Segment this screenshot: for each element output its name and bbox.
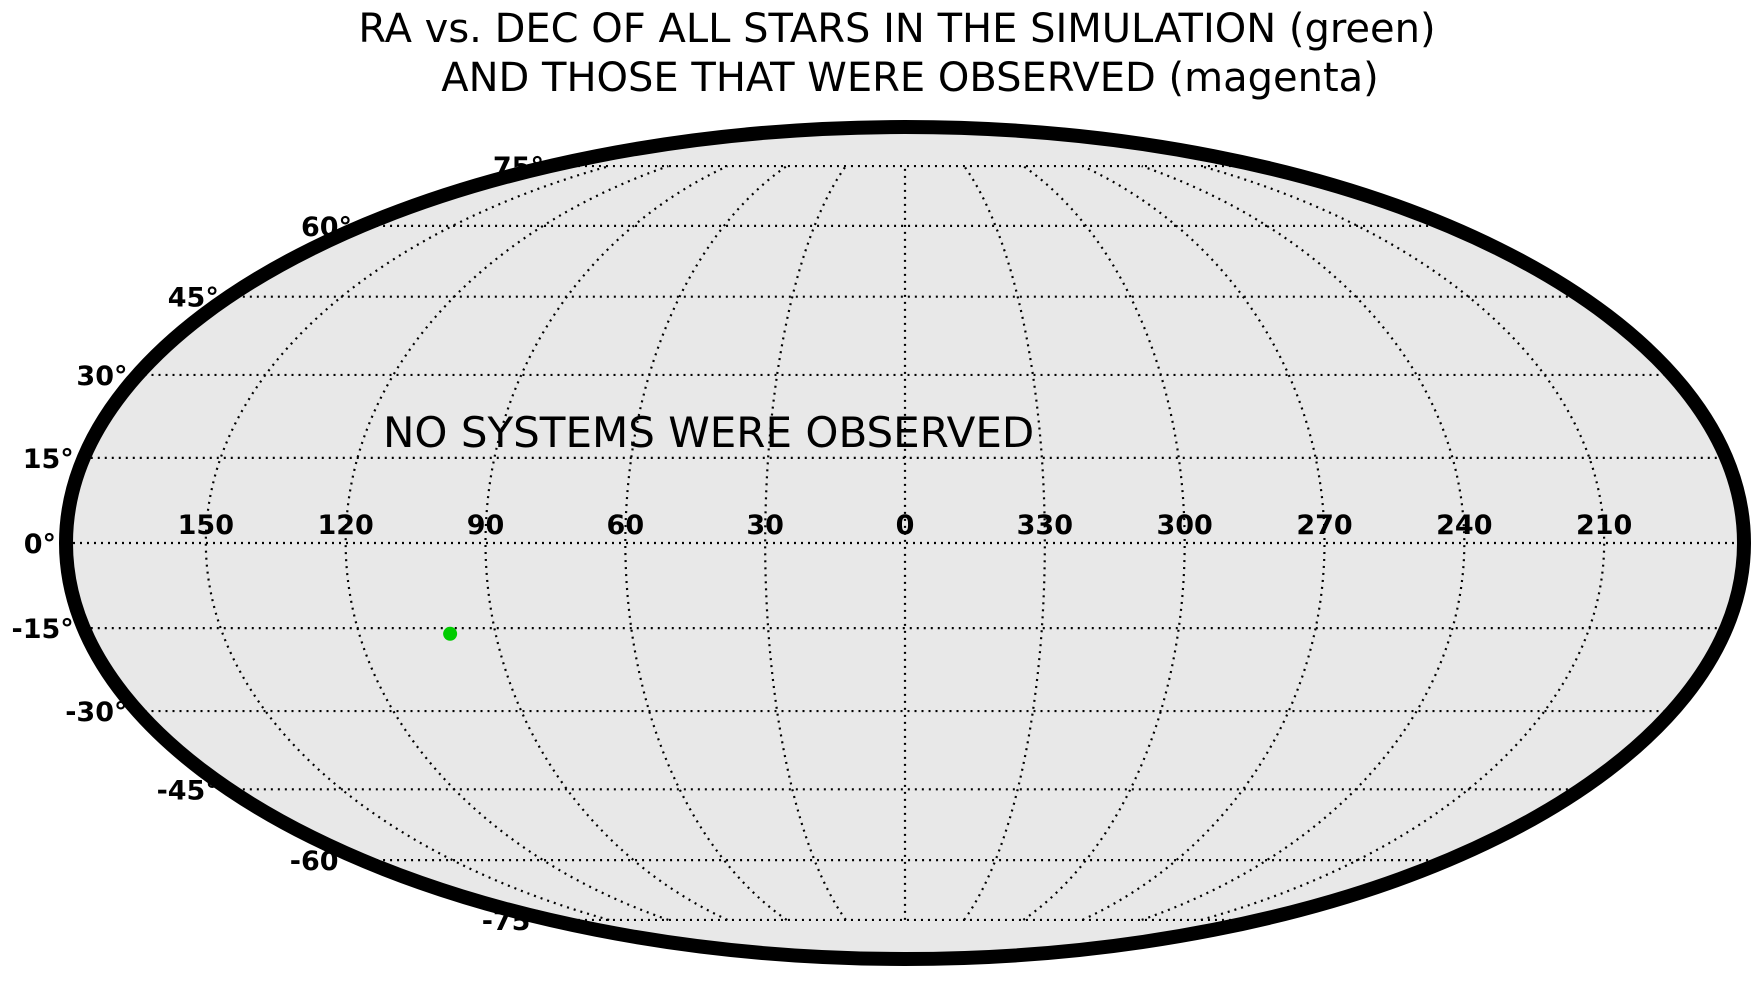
graticule	[66, 164, 1744, 922]
dec-tick-label: 0°	[24, 529, 56, 560]
ra-tick-label: 150	[178, 510, 234, 541]
chart-title-line-2: AND THOSE THAT WERE OBSERVED (magenta)	[441, 55, 1379, 101]
ra-tick-label: 300	[1156, 510, 1212, 541]
ra-tick-labels: 150 120 90 60 30 0 330 300 270 240 210	[178, 510, 1633, 541]
ra-tick-label: 60	[607, 510, 645, 541]
ra-tick-label: 90	[467, 510, 505, 541]
star-point	[443, 626, 458, 641]
meridian-line	[344, 165, 669, 921]
ra-tick-label: 210	[1576, 510, 1632, 541]
ra-tick-label: 330	[1017, 510, 1073, 541]
dec-tick-label: -30°	[65, 697, 127, 728]
no-observations-annotation: NO SYSTEMS WERE OBSERVED	[383, 408, 1034, 457]
meridian-line	[624, 165, 788, 921]
chart-title-line-1: RA vs. DEC OF ALL STARS IN THE SIMULATIO…	[358, 6, 1435, 52]
ra-tick-label: 30	[746, 510, 784, 541]
dec-tick-label: -15°	[11, 614, 73, 645]
meridian-line	[1022, 165, 1186, 921]
ra-tick-label: 270	[1296, 510, 1352, 541]
ra-tick-label: 120	[317, 510, 373, 541]
map-background	[66, 127, 1744, 959]
map-border	[59, 120, 1751, 966]
ra-tick-label: 240	[1436, 510, 1492, 541]
data-points	[443, 626, 458, 641]
dec-tick-label: 15°	[23, 444, 74, 475]
meridian-line	[1141, 165, 1466, 921]
ra-tick-label: 0	[896, 510, 915, 541]
